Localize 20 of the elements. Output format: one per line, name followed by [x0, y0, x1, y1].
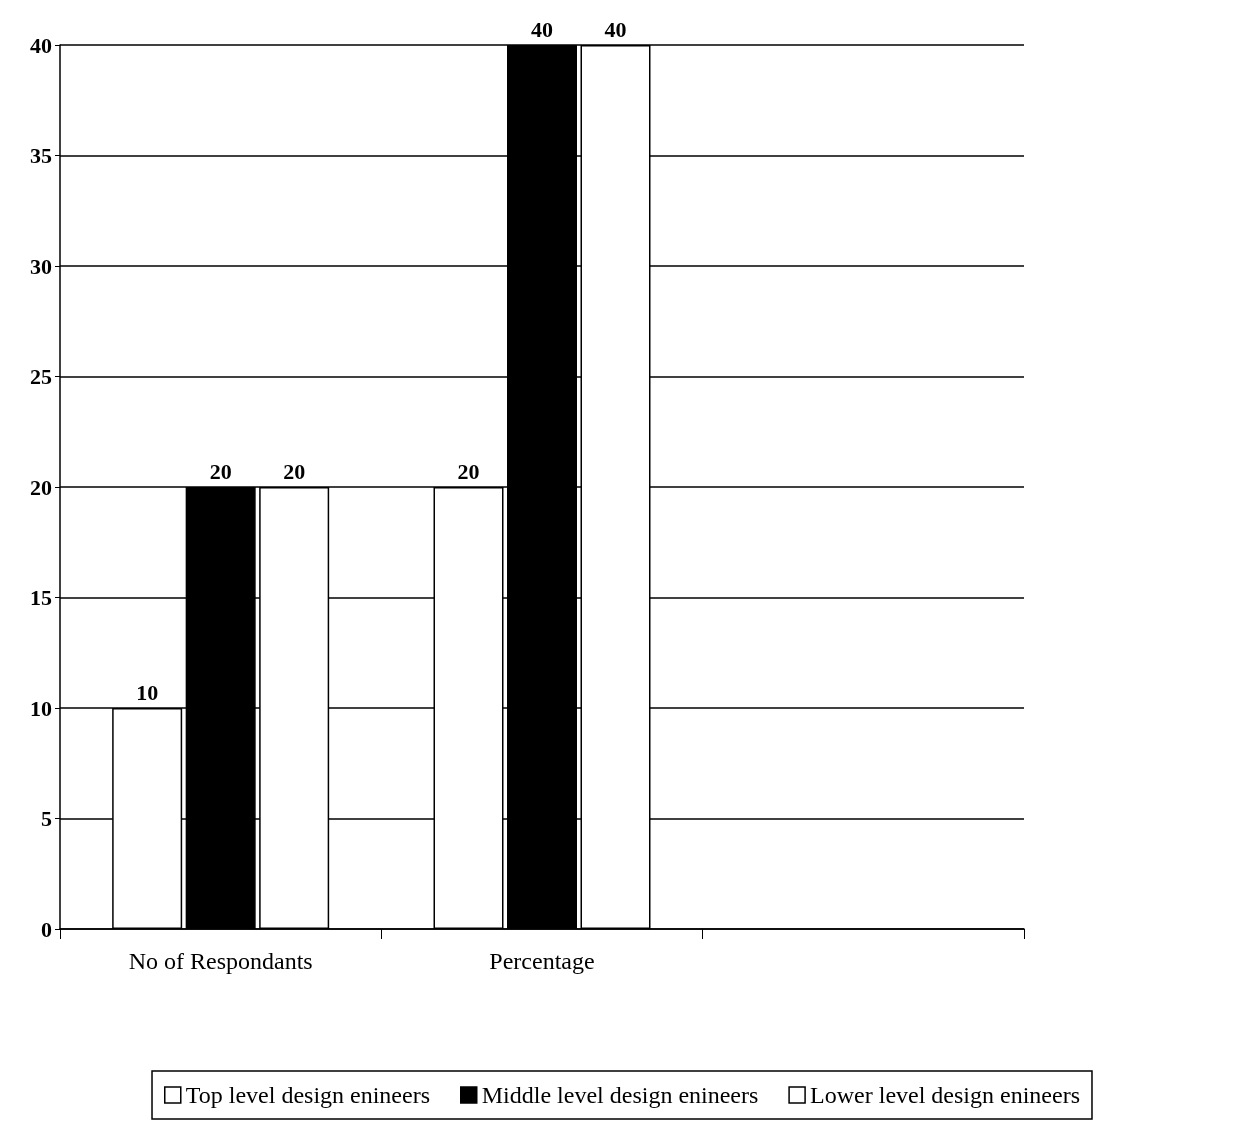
y-tick-label: 15 [30, 585, 52, 610]
x-tick-label: Percentage [489, 948, 595, 974]
y-tick-label: 25 [30, 364, 52, 389]
y-tick-label: 5 [41, 806, 52, 831]
x-tick-label: No of Respondants [128, 948, 313, 974]
legend-label: Lower level design enineers [810, 1082, 1080, 1108]
y-tick-label: 30 [30, 253, 52, 279]
data-label: 10 [136, 679, 159, 705]
data-label: 20 [457, 458, 480, 484]
y-tick-label: 40 [30, 32, 52, 58]
y-tick-label: 35 [30, 143, 52, 168]
y-tick-label: 0 [41, 916, 52, 942]
legend-label: Top level design enineers [185, 1082, 431, 1108]
data-label: 20 [209, 458, 232, 484]
y-tick-label: 10 [30, 695, 52, 721]
data-label: 40 [531, 16, 553, 42]
legend-label: Middle level design enineers [481, 1082, 759, 1108]
data-label: 40 [604, 16, 627, 42]
y-tick-label: 20 [30, 474, 52, 500]
data-label: 20 [283, 458, 306, 484]
